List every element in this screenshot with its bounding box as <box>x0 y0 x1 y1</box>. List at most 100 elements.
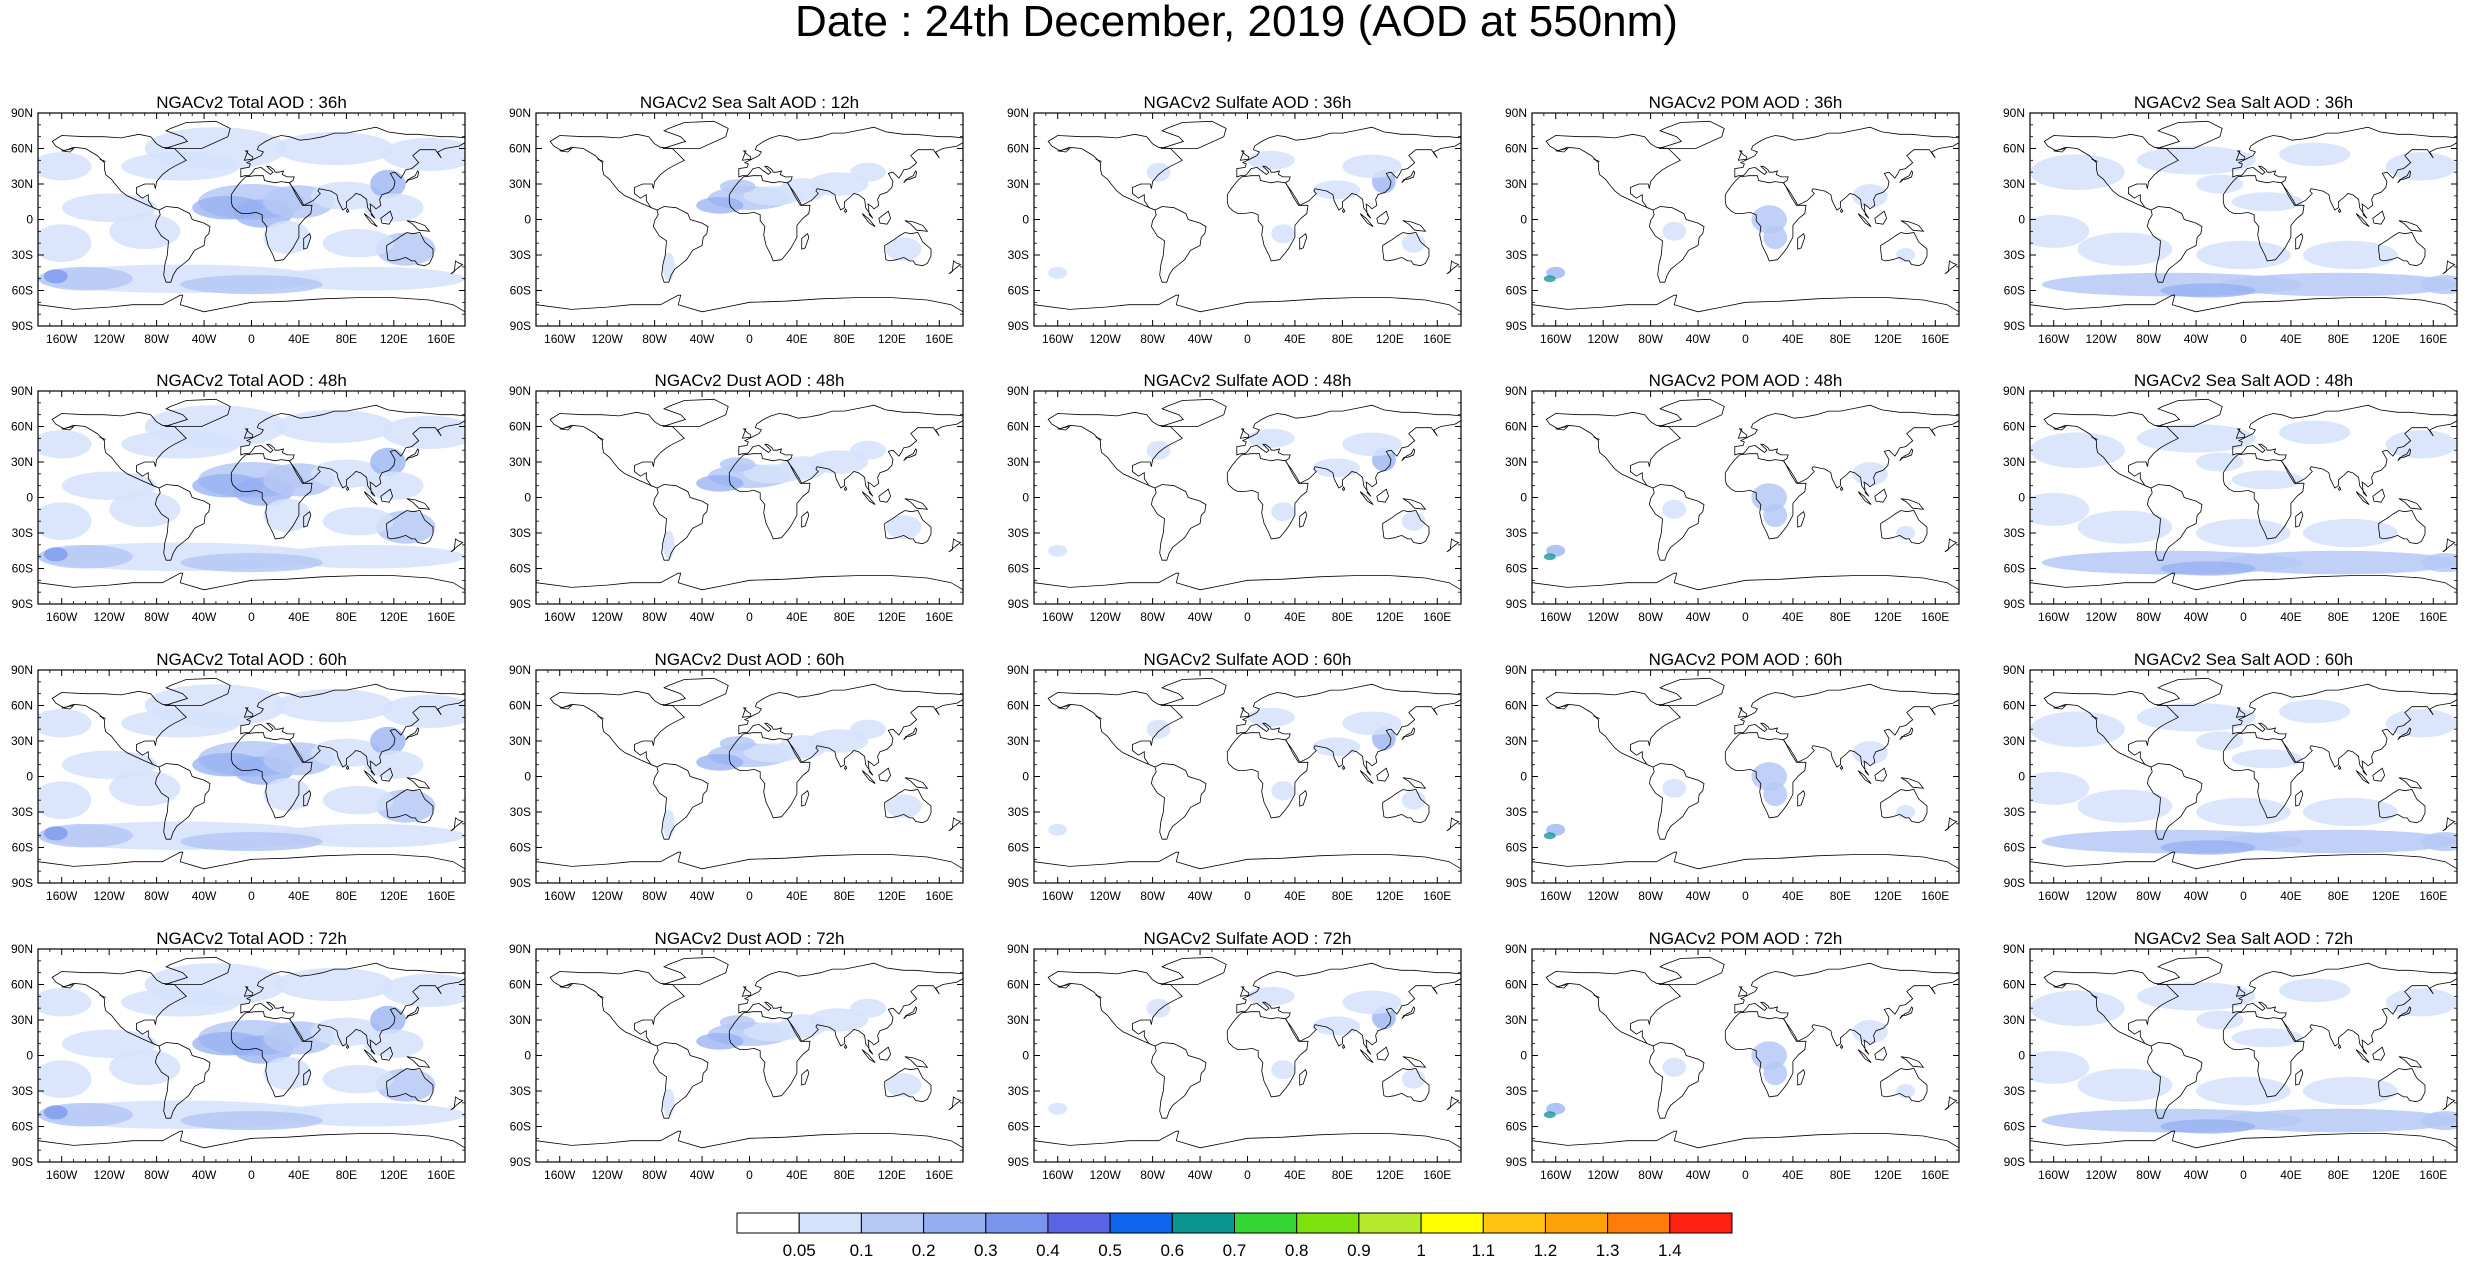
coastline <box>801 511 810 528</box>
coastline <box>450 538 464 553</box>
aod-patch <box>2030 214 2090 248</box>
lat-label: 90S <box>1008 319 1029 333</box>
aod-patch <box>1146 440 1171 460</box>
aod-patch <box>275 967 394 1002</box>
lon-label: 80E <box>2328 1168 2349 1182</box>
coastline <box>843 1044 848 1049</box>
coastline <box>1299 233 1308 250</box>
coastline <box>1593 158 1600 162</box>
lon-label: 160W <box>1540 889 1572 903</box>
lat-label: 30N <box>1505 734 1527 748</box>
coastline <box>1226 1011 1309 1098</box>
aod-patch <box>2077 789 2173 823</box>
coastline <box>2030 572 2457 604</box>
lat-label: 60N <box>1007 978 1029 992</box>
aod-patch <box>2302 797 2398 827</box>
aod-patch <box>850 162 886 182</box>
coastline <box>652 206 709 283</box>
lon-label: 0 <box>1244 889 1251 903</box>
coastline <box>1382 789 1430 824</box>
coastline <box>1857 213 1872 227</box>
aod-patch <box>2421 1111 2457 1131</box>
aod-patch <box>696 1033 744 1050</box>
aod-patch <box>121 988 240 1017</box>
aod-field <box>38 684 465 852</box>
coastline <box>38 294 465 326</box>
panel-title: NGACv2 Sulfate AOD : 36h <box>1143 93 1352 112</box>
coastline <box>1944 1096 1958 1111</box>
lon-label: 120W <box>591 332 623 346</box>
lon-label: 40E <box>1782 889 1803 903</box>
coastline <box>536 1130 963 1162</box>
aod-patch <box>382 973 465 1007</box>
lon-label: 40W <box>2184 889 2209 903</box>
lon-label: 0 <box>1244 610 1251 624</box>
coastline <box>1545 133 1681 211</box>
aod-patch <box>2385 152 2457 181</box>
aod-field <box>1543 1020 1916 1119</box>
lon-label: 80E <box>1830 332 1851 346</box>
aod-patch <box>180 832 323 852</box>
lon-label: 160E <box>1921 610 1949 624</box>
lon-label: 120W <box>591 889 623 903</box>
aod-patch <box>1048 266 1068 279</box>
coastline <box>1734 962 1959 1055</box>
coastline <box>2156 677 2223 706</box>
lon-label: 40W <box>1686 889 1711 903</box>
lon-label: 160E <box>2419 889 2447 903</box>
lon-label: 120E <box>380 332 408 346</box>
lat-label: 90S <box>2004 319 2025 333</box>
lat-label: 90S <box>2004 597 2025 611</box>
lon-label: 80W <box>1638 332 1663 346</box>
coastline <box>2156 120 2223 149</box>
coastline <box>884 789 932 824</box>
coastline <box>1555 983 1569 989</box>
lat-label: 30N <box>2003 177 2025 191</box>
aod-patch <box>2160 1119 2256 1134</box>
lat-label: 90N <box>11 384 33 398</box>
aod-patch <box>1763 225 1788 250</box>
aod-patch <box>1146 719 1171 739</box>
lat-label: 30N <box>2003 734 2025 748</box>
world-map: 90N 60N 30N 0 30S 60S 90S 160W 120W 80W 40W 0 40E 80E… <box>1505 942 1960 1182</box>
coastline <box>559 704 573 710</box>
map-panel: NGACv2 POM AOD : 72h 90N 60N 30N 0 30S 60S 90S 1… <box>1494 929 1989 1184</box>
lon-label: 160E <box>1423 1168 1451 1182</box>
lat-label: 0 <box>1520 1049 1527 1063</box>
coastline <box>345 486 350 491</box>
lon-label: 120W <box>1089 1168 1121 1182</box>
lon-label: 80E <box>834 889 855 903</box>
world-map: 90N 60N 30N 0 30S 60S 90S 160W 120W 80W 40W 0 40E 80E… <box>11 663 466 903</box>
aod-field <box>2030 978 2457 1134</box>
coastlines <box>2030 677 2457 883</box>
aod-patch <box>1247 986 1295 1006</box>
aod-patch <box>2302 518 2398 548</box>
aod-field <box>662 162 922 281</box>
lon-label: 80W <box>144 889 169 903</box>
lon-label: 120E <box>380 1168 408 1182</box>
lon-label: 120E <box>2372 332 2400 346</box>
lat-label: 0 <box>1520 491 1527 505</box>
lon-label: 80W <box>2136 610 2161 624</box>
coastline <box>1899 448 1914 462</box>
aod-patch <box>1896 804 1916 820</box>
lon-label: 120W <box>2085 610 2117 624</box>
lat-label: 0 <box>26 491 33 505</box>
aod-field <box>2030 699 2457 855</box>
coastline <box>1737 986 1748 997</box>
coastline <box>38 1130 465 1162</box>
aod-patch <box>2077 1068 2173 1102</box>
lat-label: 30S <box>1008 526 1029 540</box>
aod-patch <box>180 553 323 573</box>
coastlines <box>1532 677 1959 883</box>
lat-label: 30S <box>1008 248 1029 262</box>
coastline <box>1150 763 1207 840</box>
coastline <box>230 732 313 819</box>
coastline <box>2372 1046 2386 1061</box>
lon-label: 80E <box>1830 610 1851 624</box>
coastline <box>230 1011 313 1098</box>
lat-label: 30N <box>11 177 33 191</box>
aod-patch <box>1896 247 1916 263</box>
aod-patch <box>1312 458 1361 478</box>
panel-title: NGACv2 Sea Salt AOD : 48h <box>2133 371 2354 390</box>
